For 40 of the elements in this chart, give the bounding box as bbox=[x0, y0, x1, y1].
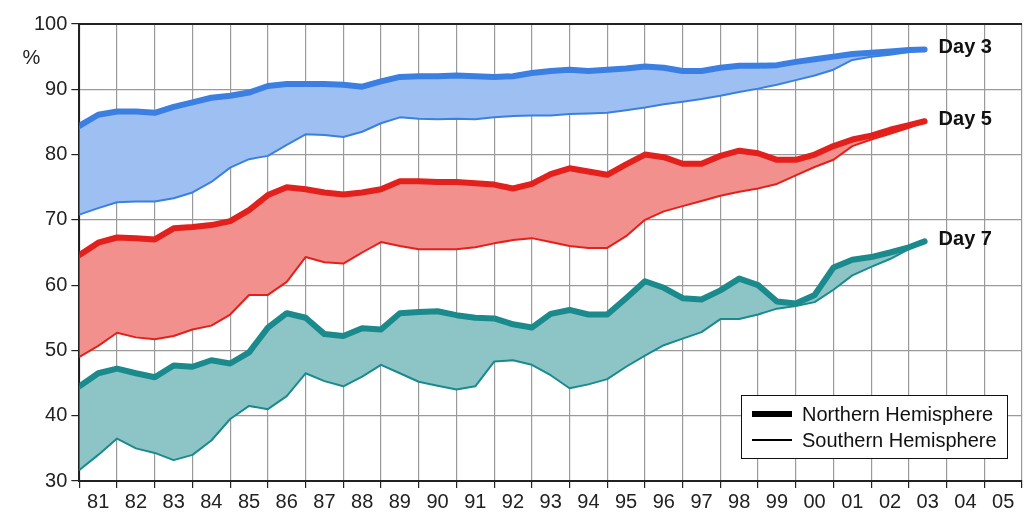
y-tick-label: 40 bbox=[45, 403, 68, 426]
x-tick-label: 01 bbox=[841, 489, 864, 512]
y-tick-label: 70 bbox=[45, 207, 68, 230]
annotation: Northern Hemisphere bbox=[802, 402, 994, 426]
x-tick-label: 84 bbox=[200, 489, 223, 512]
x-tick-label: 97 bbox=[690, 489, 713, 512]
x-tick-label: 04 bbox=[954, 489, 977, 512]
y-tick-label: 100 bbox=[33, 11, 68, 34]
y-tick-label: 80 bbox=[45, 142, 68, 165]
x-tick-label: 90 bbox=[426, 489, 449, 512]
x-tick-label: 93 bbox=[539, 489, 562, 512]
x-tick-label: 81 bbox=[87, 489, 110, 512]
legend-box: Northern Hemisphere Southern Hemisphere bbox=[741, 395, 1008, 459]
y-tick-label: 50 bbox=[45, 337, 68, 360]
y-tick-label: 90 bbox=[45, 76, 68, 99]
x-tick-label: 03 bbox=[916, 489, 939, 512]
x-tick-label: 89 bbox=[388, 489, 411, 512]
annotation: Southern Hemisphere bbox=[802, 428, 997, 452]
x-tick-label: 87 bbox=[313, 489, 336, 512]
y-axis-title: % bbox=[22, 45, 41, 68]
annotation: Day 3 bbox=[938, 34, 992, 57]
y-tick-label: 60 bbox=[45, 272, 68, 295]
x-tick-label: 98 bbox=[728, 489, 751, 512]
annotation: Day 5 bbox=[938, 106, 992, 129]
x-tick-label: 82 bbox=[124, 489, 148, 512]
x-tick-label: 99 bbox=[765, 489, 789, 512]
y-tick-label: 30 bbox=[45, 468, 68, 491]
annotation: Day 7 bbox=[938, 226, 992, 249]
x-tick-label: 83 bbox=[162, 489, 185, 512]
x-tick-label: 95 bbox=[614, 489, 638, 512]
x-tick-label: 02 bbox=[878, 489, 902, 512]
x-tick-label: 91 bbox=[464, 489, 487, 512]
x-tick-label: 96 bbox=[652, 489, 675, 512]
x-tick-label: 05 bbox=[992, 489, 1015, 512]
x-tick-label: 88 bbox=[351, 489, 374, 512]
x-tick-label: 00 bbox=[803, 489, 826, 512]
x-tick-label: 94 bbox=[577, 489, 600, 512]
x-tick-label: 86 bbox=[275, 489, 298, 512]
x-tick-label: 85 bbox=[237, 489, 261, 512]
x-tick-label: 92 bbox=[501, 489, 525, 512]
